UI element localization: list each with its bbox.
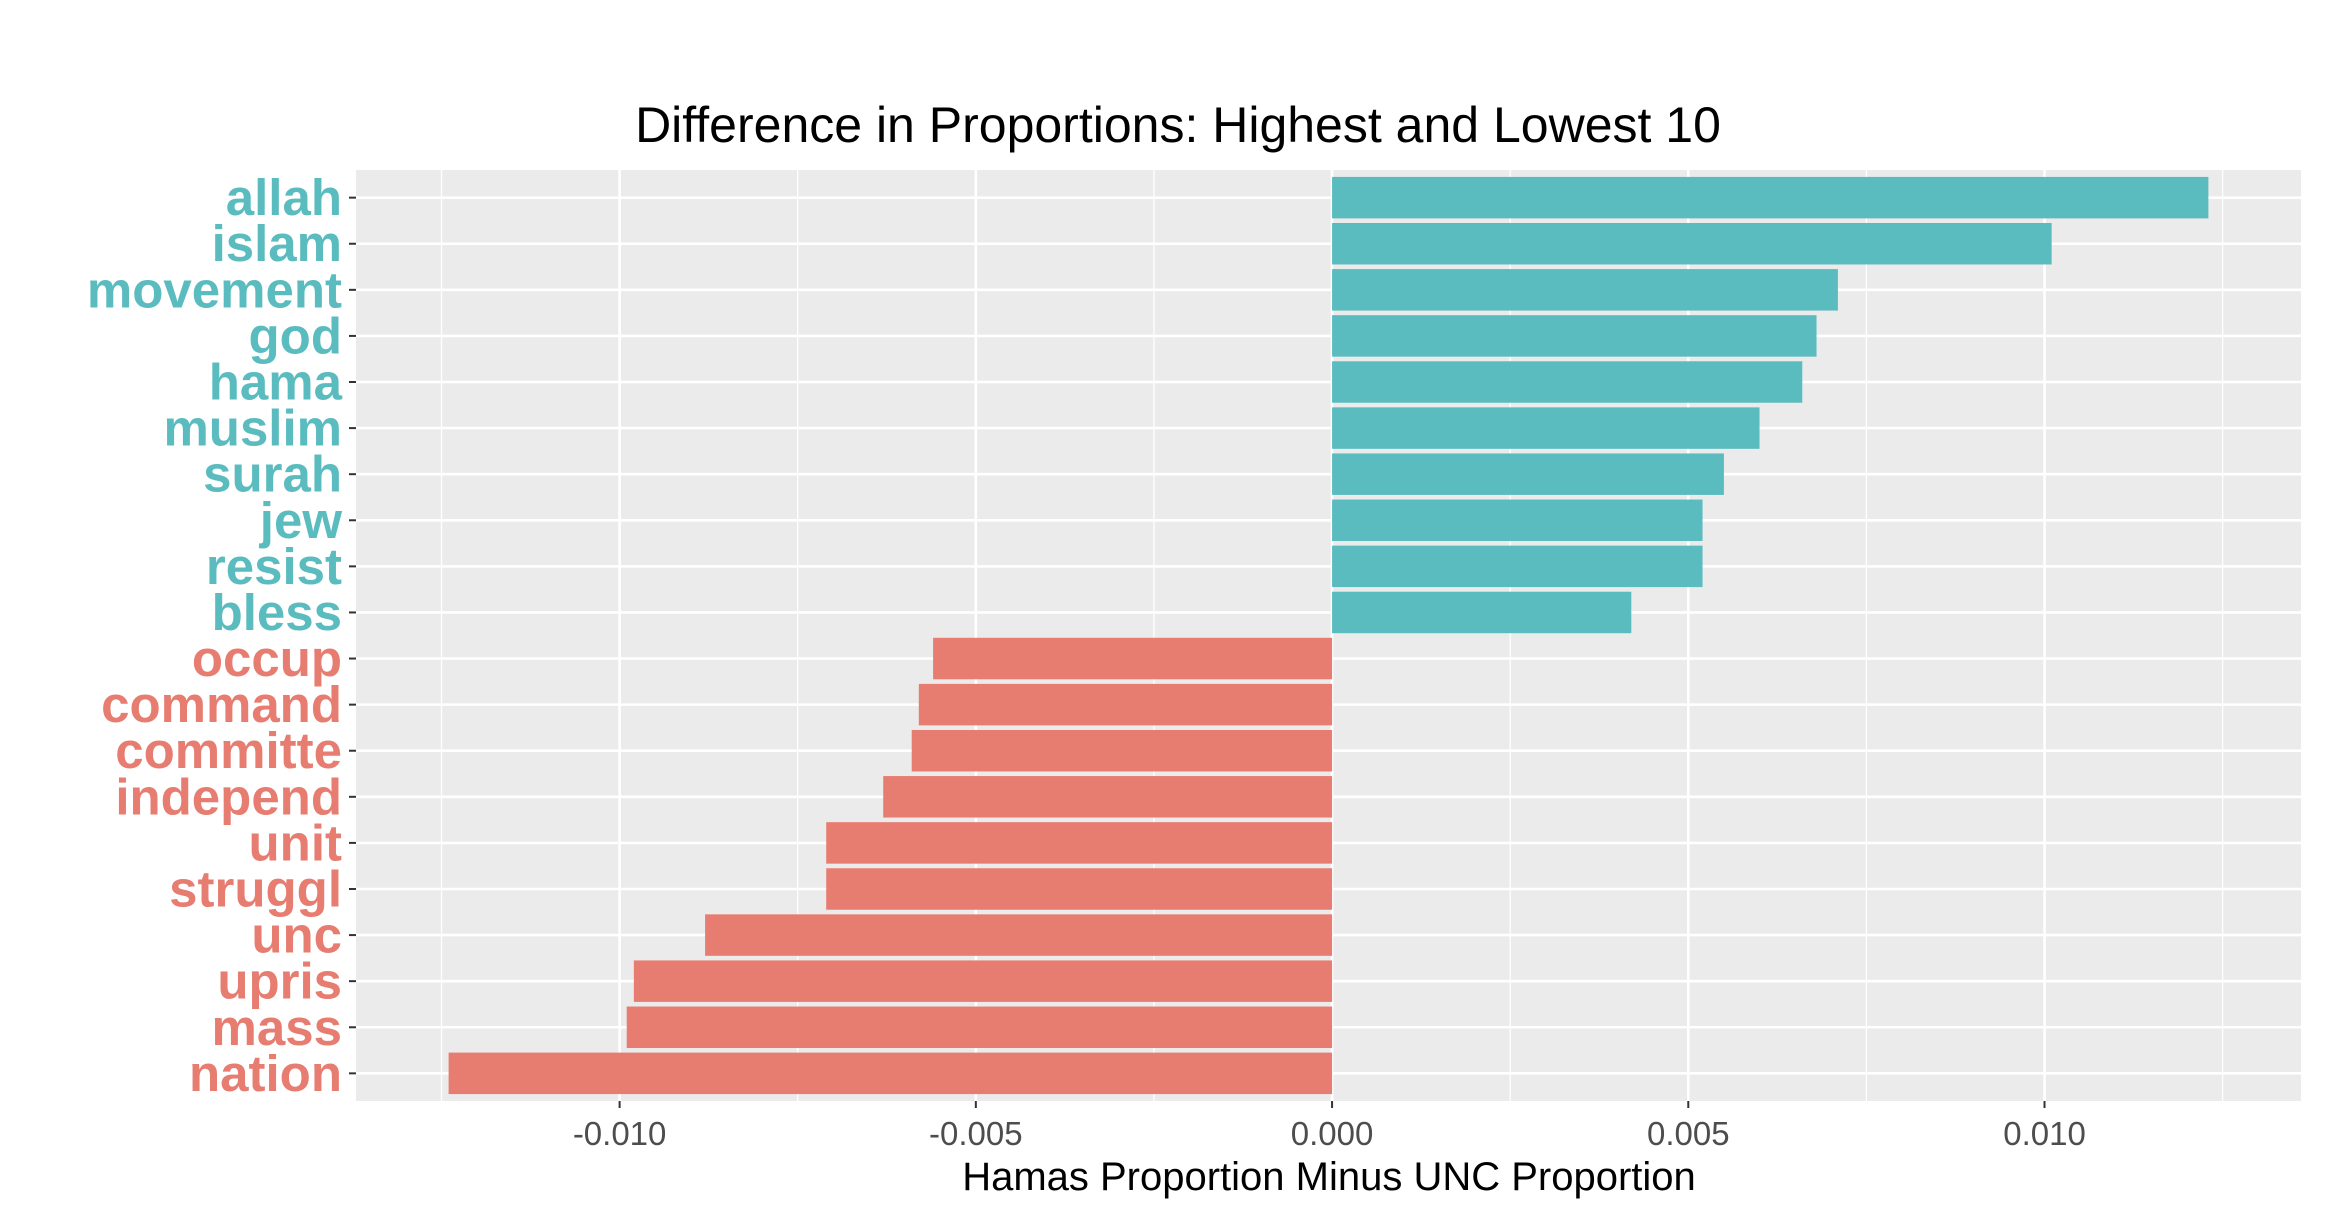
bar-occup	[933, 637, 1333, 680]
bar-upris	[633, 960, 1333, 1002]
bar-surah	[1332, 453, 1724, 495]
bar-hama	[1332, 361, 1803, 403]
bar-committe	[911, 729, 1333, 772]
category-label-resist: resist	[206, 538, 342, 595]
category-label-independ: independ	[115, 768, 342, 825]
category-label-unit: unit	[249, 814, 342, 871]
category-label-bless: bless	[212, 584, 342, 641]
category-label-nation: nation	[189, 1045, 342, 1102]
category-label-god: god	[249, 307, 342, 364]
y-axis: allahislammovementgodhamamuslimsurahjewr…	[87, 169, 356, 1102]
bar-god	[1332, 315, 1817, 357]
category-label-command: command	[101, 676, 342, 733]
bar-struggl	[826, 868, 1333, 910]
category-label-hama: hama	[209, 354, 343, 411]
bar-allah	[1332, 176, 2209, 219]
category-label-committe: committe	[115, 722, 342, 779]
category-label-jew: jew	[259, 492, 343, 549]
x-axis: -0.010 -0.005 0.000 0.005 0.010	[573, 1101, 2086, 1152]
bar-movement	[1332, 269, 1838, 311]
category-label-upris: upris	[217, 953, 342, 1010]
x-tick-label: -0.005	[929, 1115, 1023, 1152]
bar-bless	[1332, 591, 1632, 634]
category-label-unc: unc	[251, 907, 342, 964]
category-label-islam: islam	[212, 215, 342, 272]
category-label-surah: surah	[203, 446, 342, 503]
bars	[448, 176, 2209, 1095]
category-label-struggl: struggl	[169, 860, 342, 917]
bar-islam	[1332, 223, 2052, 265]
x-tick-label: 0.005	[1647, 1115, 1730, 1152]
x-tick-label: -0.010	[573, 1115, 667, 1152]
bar-jew	[1332, 499, 1703, 542]
bar-command	[918, 683, 1333, 726]
x-tick-label: 0.000	[1291, 1115, 1374, 1152]
category-label-allah: allah	[226, 169, 342, 226]
x-tick-label: 0.010	[2003, 1115, 2086, 1152]
bar-nation	[448, 1052, 1333, 1095]
bar-unc	[705, 914, 1333, 956]
bar-resist	[1332, 545, 1703, 588]
x-axis-title: Hamas Proportion Minus UNC Proportion	[962, 1155, 1696, 1199]
bar-independ	[883, 776, 1333, 818]
category-label-mass: mass	[212, 999, 342, 1056]
category-label-occup: occup	[192, 630, 342, 687]
chart-title: Difference in Proportions: Highest and L…	[635, 97, 1721, 153]
category-label-muslim: muslim	[163, 400, 342, 457]
bar-unit	[826, 822, 1333, 864]
category-label-movement: movement	[87, 261, 342, 318]
bar-muslim	[1332, 407, 1760, 449]
bar-mass	[626, 1006, 1333, 1048]
